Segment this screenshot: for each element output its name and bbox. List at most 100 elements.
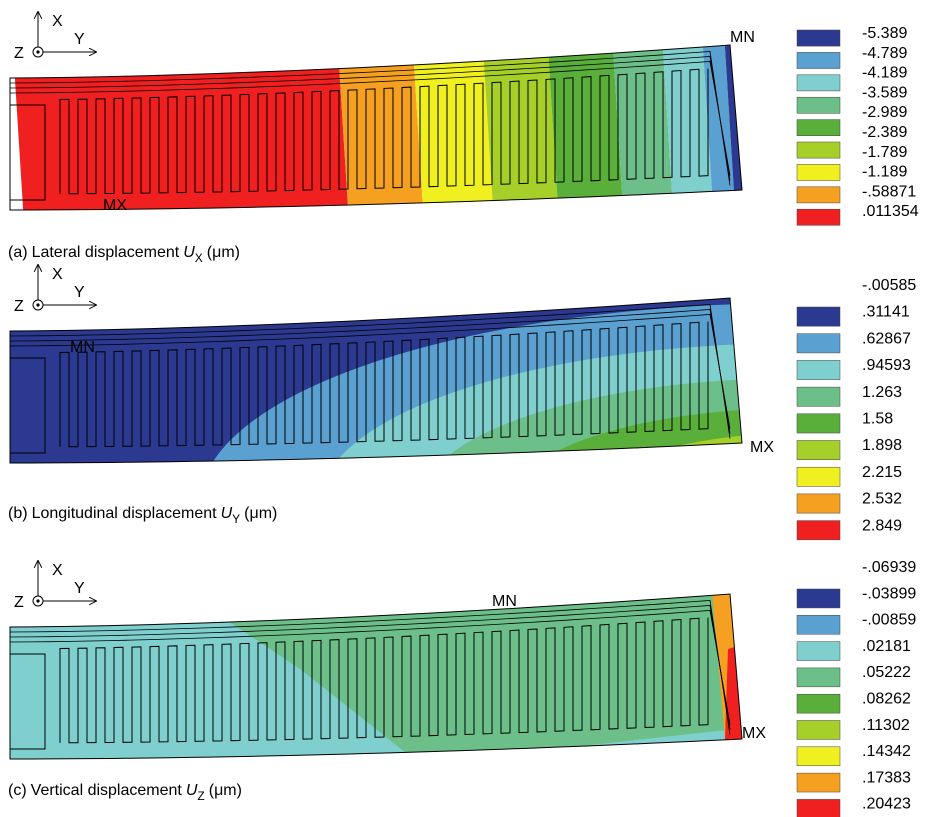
- figure: XYZMNMX-5.389-4.789-4.189-3.589-2.989-2.…: [0, 0, 949, 817]
- axis-origin-dot: [36, 50, 39, 53]
- legend-swatch: [797, 52, 840, 68]
- min-marker: MN: [492, 593, 517, 610]
- axis-label: X: [52, 266, 63, 283]
- legend-swatch: [797, 799, 840, 817]
- legend-label: .011354: [862, 203, 919, 220]
- caption-symbol: U: [186, 782, 198, 799]
- legend-label: -3.589: [862, 84, 907, 101]
- contour-band: [199, 550, 759, 599]
- legend-label: 2.215: [862, 464, 902, 481]
- legend-swatch: [797, 334, 840, 353]
- legend-swatch: [797, 494, 840, 513]
- legend-swatch: [797, 142, 840, 158]
- legend-swatch: [797, 30, 840, 46]
- legend-label: 2.532: [862, 491, 902, 508]
- contour-band: [610, 0, 675, 240]
- legend-swatch: [797, 642, 840, 661]
- legend-swatch: [797, 360, 840, 379]
- legend-swatch: [797, 387, 840, 406]
- caption-unit: (μm): [244, 505, 277, 522]
- caption-subscript: X: [195, 251, 203, 265]
- legend-swatch: [797, 773, 840, 792]
- legend-swatch: [797, 521, 840, 540]
- legend-swatch: [797, 467, 840, 486]
- caption-subscript: Y: [232, 512, 240, 526]
- legend-label: -1.789: [862, 144, 907, 161]
- caption-text: Vertical displacement: [31, 782, 183, 799]
- legend-label: -.58871: [862, 183, 916, 200]
- caption-unit: (μm): [209, 782, 242, 799]
- legend-label: .31141: [862, 304, 910, 321]
- legend-label: -2.989: [862, 104, 907, 121]
- legend-swatch: [797, 120, 840, 136]
- legend-label: 1.263: [862, 384, 902, 401]
- axis-label: Z: [14, 594, 24, 611]
- legend-label: .14342: [862, 743, 911, 760]
- legend-label: -4.189: [862, 65, 907, 82]
- caption-symbol: U: [221, 505, 233, 522]
- axis-label: Z: [14, 298, 24, 315]
- legend-swatch: [797, 164, 840, 180]
- contour-band: [410, 0, 495, 240]
- axis-label: Y: [74, 580, 85, 597]
- min-marker: MN: [730, 29, 755, 46]
- caption-unit: (μm): [207, 244, 240, 261]
- legend-label: -5.389: [862, 25, 907, 42]
- axis-label: Y: [74, 31, 85, 48]
- legend-swatch: [797, 414, 840, 433]
- legend-label: -1.189: [862, 164, 907, 181]
- legend-label: 1.58: [862, 411, 893, 428]
- max-marker: MX: [750, 439, 774, 456]
- contour-band: [545, 0, 625, 240]
- legend-swatch: [797, 97, 840, 113]
- legend-swatch: [797, 668, 840, 687]
- contour-band: [660, 0, 715, 240]
- legend-label: -.03899: [862, 585, 916, 602]
- panel: XYZMNMX-5.389-4.789-4.189-3.589-2.989-2.…: [8, 0, 919, 265]
- legend-label: -.00585: [862, 277, 916, 294]
- contour-band: [10, 0, 350, 240]
- axis-label: X: [52, 562, 63, 579]
- axis-label: Y: [74, 284, 85, 301]
- axis-origin-dot: [36, 303, 39, 306]
- legend-swatch: [797, 747, 840, 766]
- legend-swatch: [797, 441, 840, 460]
- legend-label: .17383: [862, 769, 911, 786]
- legend-label: .05222: [862, 664, 911, 681]
- axis-origin-dot: [36, 599, 39, 602]
- axis-label: Z: [14, 45, 24, 62]
- caption-subscript: Z: [197, 789, 204, 803]
- legend-label: -.06939: [862, 559, 916, 576]
- legend-swatch: [797, 615, 840, 634]
- legend-swatch: [797, 187, 840, 203]
- panel: XY Z MN MX -.06939 -.03899 -.00859 .02181 .05222…: [0, 549, 916, 817]
- legend-label: -4.789: [862, 45, 907, 62]
- legend-swatch: [797, 721, 840, 740]
- caption-text: Lateral displacement: [32, 244, 180, 261]
- max-marker: MX: [742, 725, 766, 742]
- legend-label: .94593: [862, 357, 911, 374]
- legend-label: 1.898: [862, 437, 902, 454]
- max-marker: MX: [103, 197, 127, 214]
- caption-label: (c): [8, 782, 27, 799]
- caption-label: (a): [8, 244, 28, 261]
- caption-text: Longitudinal displacement: [32, 505, 218, 522]
- legend-swatch: [797, 209, 840, 225]
- legend-label: .11302: [862, 717, 910, 734]
- legend-swatch: [797, 307, 840, 326]
- legend-swatch: [797, 75, 840, 91]
- caption-symbol: U: [183, 244, 195, 261]
- legend-label: .08262: [862, 691, 911, 708]
- legend-label: .20423: [862, 796, 911, 813]
- min-marker: MN: [70, 339, 95, 356]
- legend-label: -.00859: [862, 612, 916, 629]
- legend-swatch: [797, 694, 840, 713]
- legend-label: 2.849: [862, 517, 902, 534]
- legend-swatch: [797, 589, 840, 608]
- legend-label: .02181: [862, 638, 911, 655]
- legend-label: -2.389: [862, 124, 907, 141]
- axis-label: X: [52, 13, 63, 30]
